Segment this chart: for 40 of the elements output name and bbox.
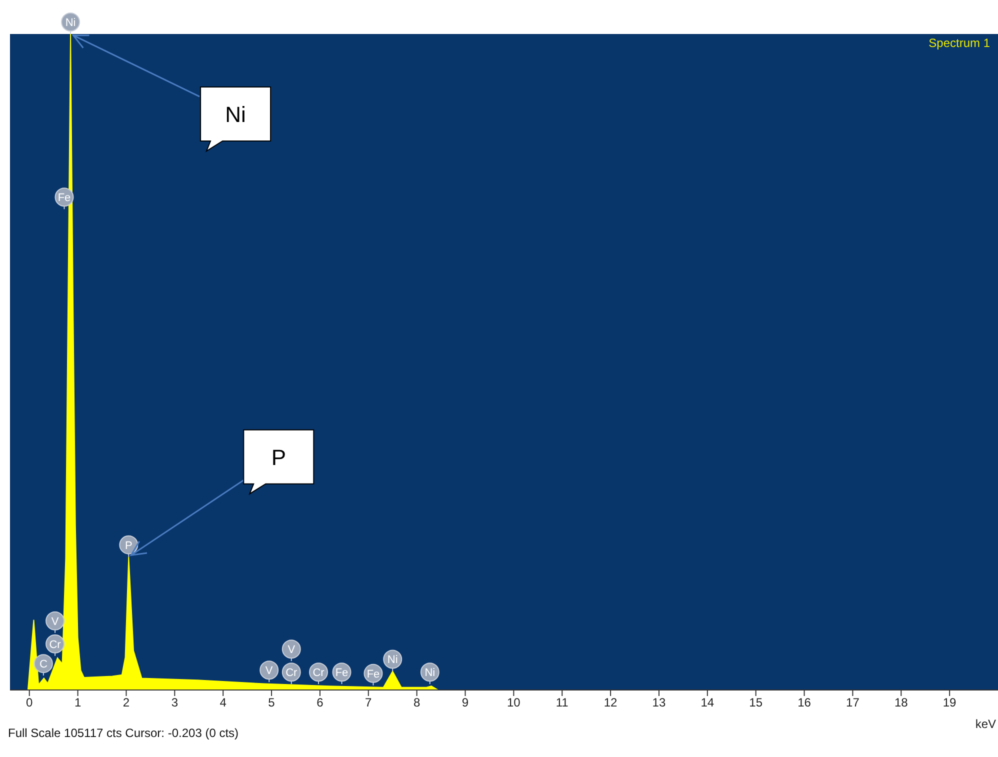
x-tick-label: 4 xyxy=(220,696,227,710)
x-tick-label: 3 xyxy=(171,696,178,710)
annotation: P xyxy=(271,444,286,470)
x-tick-label: 12 xyxy=(604,696,618,710)
x-tick-label: 1 xyxy=(74,696,82,710)
annotation: Cr xyxy=(312,667,325,680)
annotation: Fe xyxy=(335,667,348,680)
x-tick-label: 2 xyxy=(122,696,130,710)
x-tick-label: 6 xyxy=(316,696,324,710)
x-tick-label: 15 xyxy=(749,696,763,710)
annotation: V xyxy=(265,665,274,678)
x-tick-label: 13 xyxy=(652,696,666,710)
chart-title: Spectrum 1 xyxy=(928,36,990,50)
annotation: Ni xyxy=(387,654,398,666)
x-tick-label: 9 xyxy=(462,696,469,710)
x-tick-label: 18 xyxy=(894,696,908,710)
annotation: P xyxy=(124,540,132,552)
callout: Ni xyxy=(72,34,272,152)
x-tick-label: 19 xyxy=(942,696,957,710)
x-tick-label: 8 xyxy=(413,696,420,710)
x-tick-label: 17 xyxy=(846,696,860,710)
x-tick-label: 0 xyxy=(26,696,34,710)
x-tick-label: 5 xyxy=(268,696,276,710)
annotation: V xyxy=(51,616,60,628)
annotation: C xyxy=(39,658,48,671)
annotation: Fe xyxy=(58,192,71,204)
annotation: Ni xyxy=(65,17,76,29)
annotation: Ni xyxy=(225,102,246,127)
annotation: Cr xyxy=(49,638,62,651)
x-tick-label: 14 xyxy=(700,696,714,710)
annotation: Fe xyxy=(366,668,380,680)
annotation: Cr xyxy=(286,667,298,680)
x-axis-title: keV xyxy=(975,717,996,731)
x-tick-label: 11 xyxy=(556,696,569,710)
x-tick-label: 10 xyxy=(507,696,521,710)
x-tick-label: 7 xyxy=(365,696,372,710)
text: Full Scale 105117 cts Cursor: -0.203 (0 cts) xyxy=(8,726,239,740)
annotation: Ni xyxy=(424,667,436,680)
x-tick-label: 16 xyxy=(798,696,812,710)
annotation: V xyxy=(288,644,296,656)
